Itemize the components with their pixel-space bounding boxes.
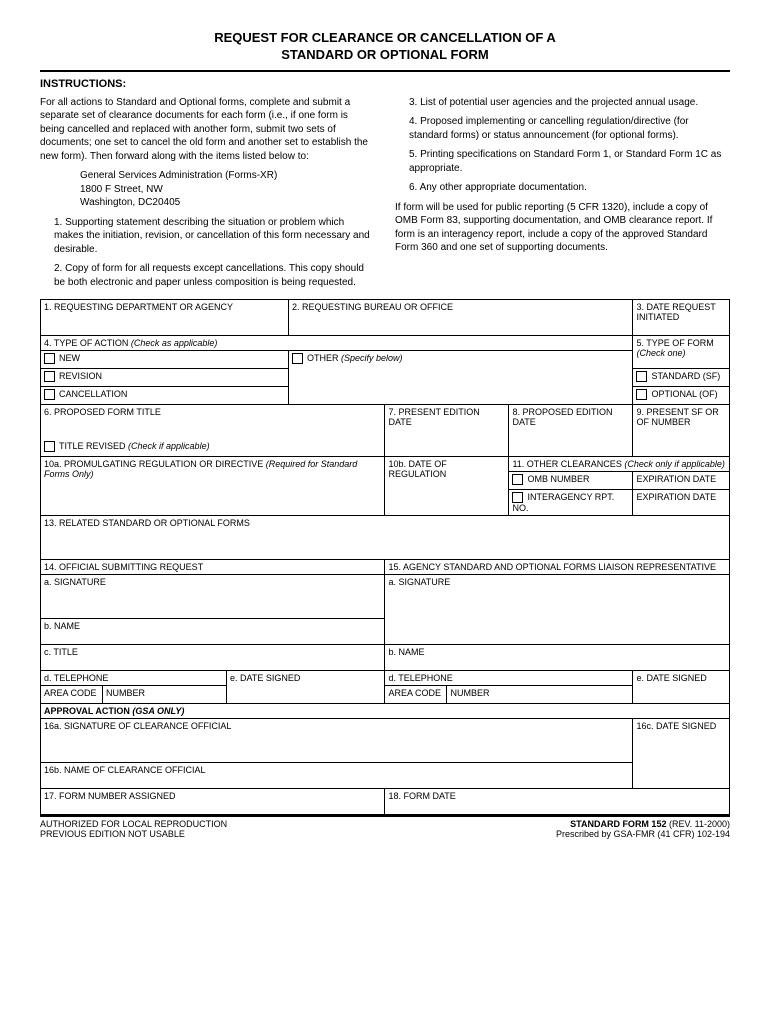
divider <box>40 70 730 72</box>
checkbox-optional[interactable]: OPTIONAL (OF) <box>633 387 730 405</box>
inter-expiration[interactable]: EXPIRATION DATE <box>633 490 730 516</box>
addr-line: Washington, DC20405 <box>80 196 375 210</box>
form-page: REQUEST FOR CLEARANCE OR CANCELLATION OF… <box>40 30 730 839</box>
addr-line: General Services Administration (Forms-X… <box>80 169 375 183</box>
list-item: 2. Copy of form for all requests except … <box>54 262 375 289</box>
instructions-columns: For all actions to Standard and Optional… <box>40 96 730 296</box>
field-6[interactable]: 6. PROPOSED FORM TITLE TITLE REVISED (Ch… <box>41 405 385 457</box>
approval-header: APPROVAL ACTION (GSA ONLY) <box>41 704 730 719</box>
field-9[interactable]: 9. PRESENT SF OR OF NUMBER <box>633 405 730 457</box>
footer-text: PREVIOUS EDITION NOT USABLE <box>40 829 227 839</box>
instructions-right: 3. List of potential user agencies and t… <box>395 96 730 296</box>
instructions-header: INSTRUCTIONS: <box>40 78 730 90</box>
checkbox-icon[interactable] <box>636 389 647 400</box>
list-item: 6. Any other appropriate documentation. <box>409 181 730 195</box>
checkbox-icon[interactable] <box>44 371 55 382</box>
form-table: 1. REQUESTING DEPARTMENT OR AGENCY 2. RE… <box>40 299 730 815</box>
field-7[interactable]: 7. PRESENT EDITION DATE <box>385 405 509 457</box>
footer-left: AUTHORIZED FOR LOCAL REPRODUCTION PREVIO… <box>40 819 227 839</box>
footer-right: STANDARD FORM 152 (REV. 11-2000) Prescri… <box>556 819 730 839</box>
field-10b[interactable]: 10b. DATE OF REGULATION <box>385 457 509 516</box>
checkbox-icon[interactable] <box>44 441 55 452</box>
field-11-header: 11. OTHER CLEARANCES (Check only if appl… <box>509 457 730 472</box>
omb-expiration[interactable]: EXPIRATION DATE <box>633 472 730 490</box>
field-14-area[interactable]: AREA CODE <box>41 686 103 704</box>
field-3[interactable]: 3. DATE REQUEST INITIATED <box>633 300 730 336</box>
field-8[interactable]: 8. PROPOSED EDITION DATE <box>509 405 633 457</box>
field-17[interactable]: 17. FORM NUMBER ASSIGNED <box>41 789 385 815</box>
field-14b-name[interactable]: b. NAME <box>41 619 385 645</box>
divider-bottom <box>40 815 730 817</box>
field-16b[interactable]: 16b. NAME OF CLEARANCE OFFICIAL <box>41 763 633 789</box>
field-2[interactable]: 2. REQUESTING BUREAU OR OFFICE <box>289 300 633 336</box>
intro-text: For all actions to Standard and Optional… <box>40 96 375 164</box>
address-block: General Services Administration (Forms-X… <box>80 169 375 210</box>
checkbox-new[interactable]: NEW <box>41 351 289 369</box>
field-1[interactable]: 1. REQUESTING DEPARTMENT OR AGENCY <box>41 300 289 336</box>
field-14c-title[interactable]: c. TITLE <box>41 645 385 671</box>
note-text: If form will be used for public reportin… <box>395 201 730 255</box>
field-10a[interactable]: 10a. PROMULGATING REGULATION OR DIRECTIV… <box>41 457 385 516</box>
form-title: REQUEST FOR CLEARANCE OR CANCELLATION OF… <box>40 30 730 64</box>
footer: AUTHORIZED FOR LOCAL REPRODUCTION PREVIO… <box>40 819 730 839</box>
list-item: 5. Printing specifications on Standard F… <box>409 148 730 175</box>
other-specify[interactable] <box>289 369 633 405</box>
footer-text: Prescribed by GSA-FMR (41 CFR) 102-194 <box>556 829 730 839</box>
list-item: 1. Supporting statement describing the s… <box>54 216 375 257</box>
checkbox-interagency[interactable]: INTERAGENCY RPT. NO. <box>509 490 633 516</box>
footer-text: AUTHORIZED FOR LOCAL REPRODUCTION <box>40 819 227 829</box>
field-15b-name[interactable]: b. NAME <box>385 645 730 671</box>
addr-line: 1800 F Street, NW <box>80 183 375 197</box>
title-line-2: STANDARD OR OPTIONAL FORM <box>40 47 730 64</box>
ordered-list-left: 1. Supporting statement describing the s… <box>54 216 375 290</box>
checkbox-icon[interactable] <box>44 353 55 364</box>
field-14e-date[interactable]: e. DATE SIGNED <box>227 671 385 704</box>
checkbox-icon[interactable] <box>44 389 55 400</box>
field-15-number[interactable]: NUMBER <box>447 686 633 704</box>
checkbox-icon[interactable] <box>292 353 303 364</box>
field-15a-signature[interactable]: a. SIGNATURE <box>385 575 730 645</box>
field-15d-tel-header: d. TELEPHONE <box>385 671 633 686</box>
field-16c[interactable]: 16c. DATE SIGNED <box>633 719 730 789</box>
instructions-left: For all actions to Standard and Optional… <box>40 96 375 296</box>
field-16a[interactable]: 16a. SIGNATURE OF CLEARANCE OFFICIAL <box>41 719 633 763</box>
field-14a-signature[interactable]: a. SIGNATURE <box>41 575 385 619</box>
field-18[interactable]: 18. FORM DATE <box>385 789 730 815</box>
list-item: 4. Proposed implementing or cancelling r… <box>409 115 730 142</box>
field-4-header: 4. TYPE OF ACTION (Check as applicable) <box>41 336 633 351</box>
checkbox-icon[interactable] <box>636 371 647 382</box>
field-15e-date[interactable]: e. DATE SIGNED <box>633 671 730 704</box>
checkbox-omb[interactable]: OMB NUMBER <box>509 472 633 490</box>
field-15-area[interactable]: AREA CODE <box>385 686 447 704</box>
field-14-number[interactable]: NUMBER <box>103 686 227 704</box>
checkbox-other[interactable]: OTHER (Specify below) <box>289 351 633 369</box>
field-13[interactable]: 13. RELATED STANDARD OR OPTIONAL FORMS <box>41 516 730 560</box>
title-line-1: REQUEST FOR CLEARANCE OR CANCELLATION OF… <box>40 30 730 47</box>
checkbox-icon[interactable] <box>512 474 523 485</box>
checkbox-cancellation[interactable]: CANCELLATION <box>41 387 289 405</box>
checkbox-icon[interactable] <box>512 492 523 503</box>
field-5-header: 5. TYPE OF FORM(Check one) <box>633 336 730 369</box>
field-14-header: 14. OFFICIAL SUBMITTING REQUEST <box>41 560 385 575</box>
list-item: 3. List of potential user agencies and t… <box>409 96 730 110</box>
field-14d-tel-header: d. TELEPHONE <box>41 671 227 686</box>
checkbox-revision[interactable]: REVISION <box>41 369 289 387</box>
field-15-header: 15. AGENCY STANDARD AND OPTIONAL FORMS L… <box>385 560 730 575</box>
ordered-list-right: 3. List of potential user agencies and t… <box>409 96 730 195</box>
checkbox-standard[interactable]: STANDARD (SF) <box>633 369 730 387</box>
footer-text: STANDARD FORM 152 (REV. 11-2000) <box>556 819 730 829</box>
